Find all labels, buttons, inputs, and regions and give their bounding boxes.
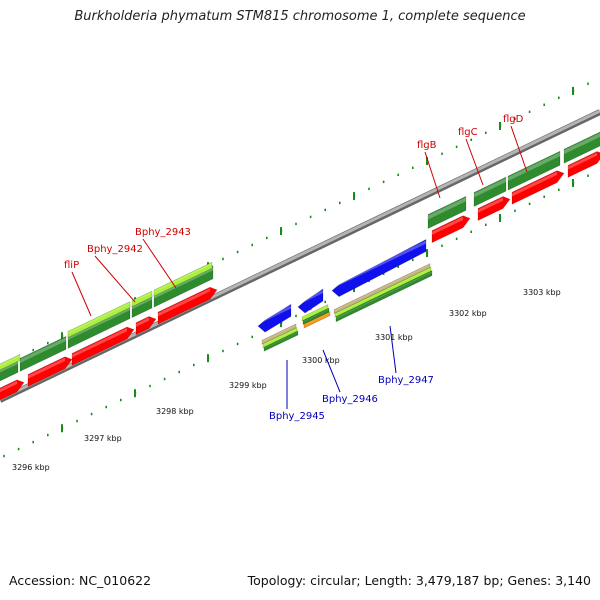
tick-label: 3302 kbp — [449, 309, 487, 318]
red-cds-block — [135, 316, 157, 336]
accession-text: Accession: NC_010622 — [9, 573, 152, 588]
dark-green-block — [19, 335, 67, 372]
red-cds-block-shine — [136, 317, 149, 327]
dark-green-block — [335, 270, 433, 323]
gene-label: Bphy_2942 — [87, 244, 143, 255]
blue-cds-block-shine — [298, 289, 323, 306]
dark-green-block — [563, 131, 600, 164]
red-cds-block — [511, 170, 565, 205]
red-cds-block-shine — [72, 328, 127, 358]
red-cds-block — [27, 356, 73, 388]
red-cds-block-shine — [478, 197, 503, 213]
gene-label: flgD — [503, 114, 524, 125]
tick-label: 3298 kbp — [156, 407, 194, 416]
blue-cds-block — [257, 303, 292, 333]
light-green-block — [334, 266, 432, 318]
light-green-block — [67, 301, 131, 338]
dark-green-block-shine — [20, 337, 66, 363]
gene-label: Bphy_2943 — [135, 227, 191, 238]
dark-green-block-shine — [303, 309, 329, 322]
tick-lanes — [3, 82, 589, 458]
light-green-block-shine — [263, 328, 297, 346]
light-green-block-shine — [68, 302, 130, 334]
dark-green-block — [302, 307, 330, 326]
tick-label: 3297 kbp — [84, 434, 122, 443]
light-green-block-shine — [154, 263, 212, 293]
orange-block-shine — [304, 312, 330, 326]
dark-green-block-shine — [564, 133, 600, 155]
gene-label-leader — [71, 271, 92, 317]
map-title: Burkholderia phymatum STM815 chromosome … — [74, 9, 526, 24]
gene-label: flgB — [417, 140, 437, 151]
light-green-block-shine — [335, 268, 431, 315]
red-cds-block-shine — [568, 152, 597, 170]
red-cds-block-shine — [512, 171, 557, 197]
gene-label-leader — [389, 325, 397, 374]
red-cds-block — [157, 286, 218, 325]
genome-stats-text: Topology: circular; Length: 3,479,187 bp… — [247, 573, 591, 588]
red-cds-block — [567, 151, 600, 178]
gene-label-leader — [424, 151, 441, 199]
dark-green-block — [263, 330, 299, 352]
dark-green-block-shine — [508, 152, 560, 182]
tick-label: 3300 kbp — [302, 356, 340, 365]
gene-label: Bphy_2945 — [269, 411, 325, 422]
red-cds-block-shine — [158, 288, 210, 317]
dark-green-block-shine — [264, 331, 298, 349]
gene-label-leader — [94, 255, 136, 303]
tick-labels: 3296 kbp 3297 kbp 3298 kbp 3299 kbp 3300 kbp… — [12, 288, 561, 472]
red-cds-block — [0, 379, 25, 401]
tick-label: 3296 kbp — [12, 463, 50, 472]
light-green-block — [153, 261, 213, 297]
dark-green-block — [427, 195, 467, 230]
feature-tracks — [0, 131, 600, 401]
red-cds-block — [431, 215, 471, 244]
light-green-block-shine — [302, 305, 328, 319]
dark-green-block-shine — [336, 271, 432, 319]
light-green-block — [131, 290, 153, 308]
tan-block-shine — [334, 264, 430, 312]
red-cds-block — [477, 196, 511, 222]
light-green-block — [0, 353, 21, 371]
blue-cds-block-shine — [332, 240, 426, 289]
light-green-block-shine — [0, 355, 20, 367]
gene-label: fliP — [64, 260, 79, 271]
blue-cds-block-shine — [258, 305, 291, 325]
gene-label: Bphy_2947 — [378, 375, 434, 386]
tan-block-shine — [262, 324, 296, 342]
tick-label: 3299 kbp — [229, 381, 267, 390]
blue-cds-block — [331, 239, 427, 297]
dark-green-block-shine — [428, 197, 466, 220]
light-green-block-shine — [132, 292, 152, 303]
dark-green-block-shine — [474, 178, 506, 198]
gene-label-leader — [465, 138, 484, 186]
gene-label-leader — [142, 238, 177, 289]
gene-label: flgC — [458, 127, 478, 138]
red-cds-block-shine — [0, 380, 17, 393]
gene-label-leader — [510, 125, 528, 173]
blue-cds-block — [297, 288, 324, 314]
dark-green-block — [507, 150, 561, 191]
red-cds-block — [71, 326, 135, 366]
gene-labels: fliP Bphy_2942 Bphy_2943 flgB flgC flgD Bphy_2… — [64, 114, 528, 422]
dark-green-block — [473, 176, 507, 207]
gene-label-leader — [322, 349, 341, 393]
red-cds-block-shine — [28, 357, 65, 379]
orange-block — [303, 311, 331, 329]
red-cds-block-shine — [432, 216, 463, 235]
tick-label: 3303 kbp — [523, 288, 561, 297]
tick-label: 3301 kbp — [375, 333, 413, 342]
gene-label: Bphy_2946 — [322, 394, 378, 405]
